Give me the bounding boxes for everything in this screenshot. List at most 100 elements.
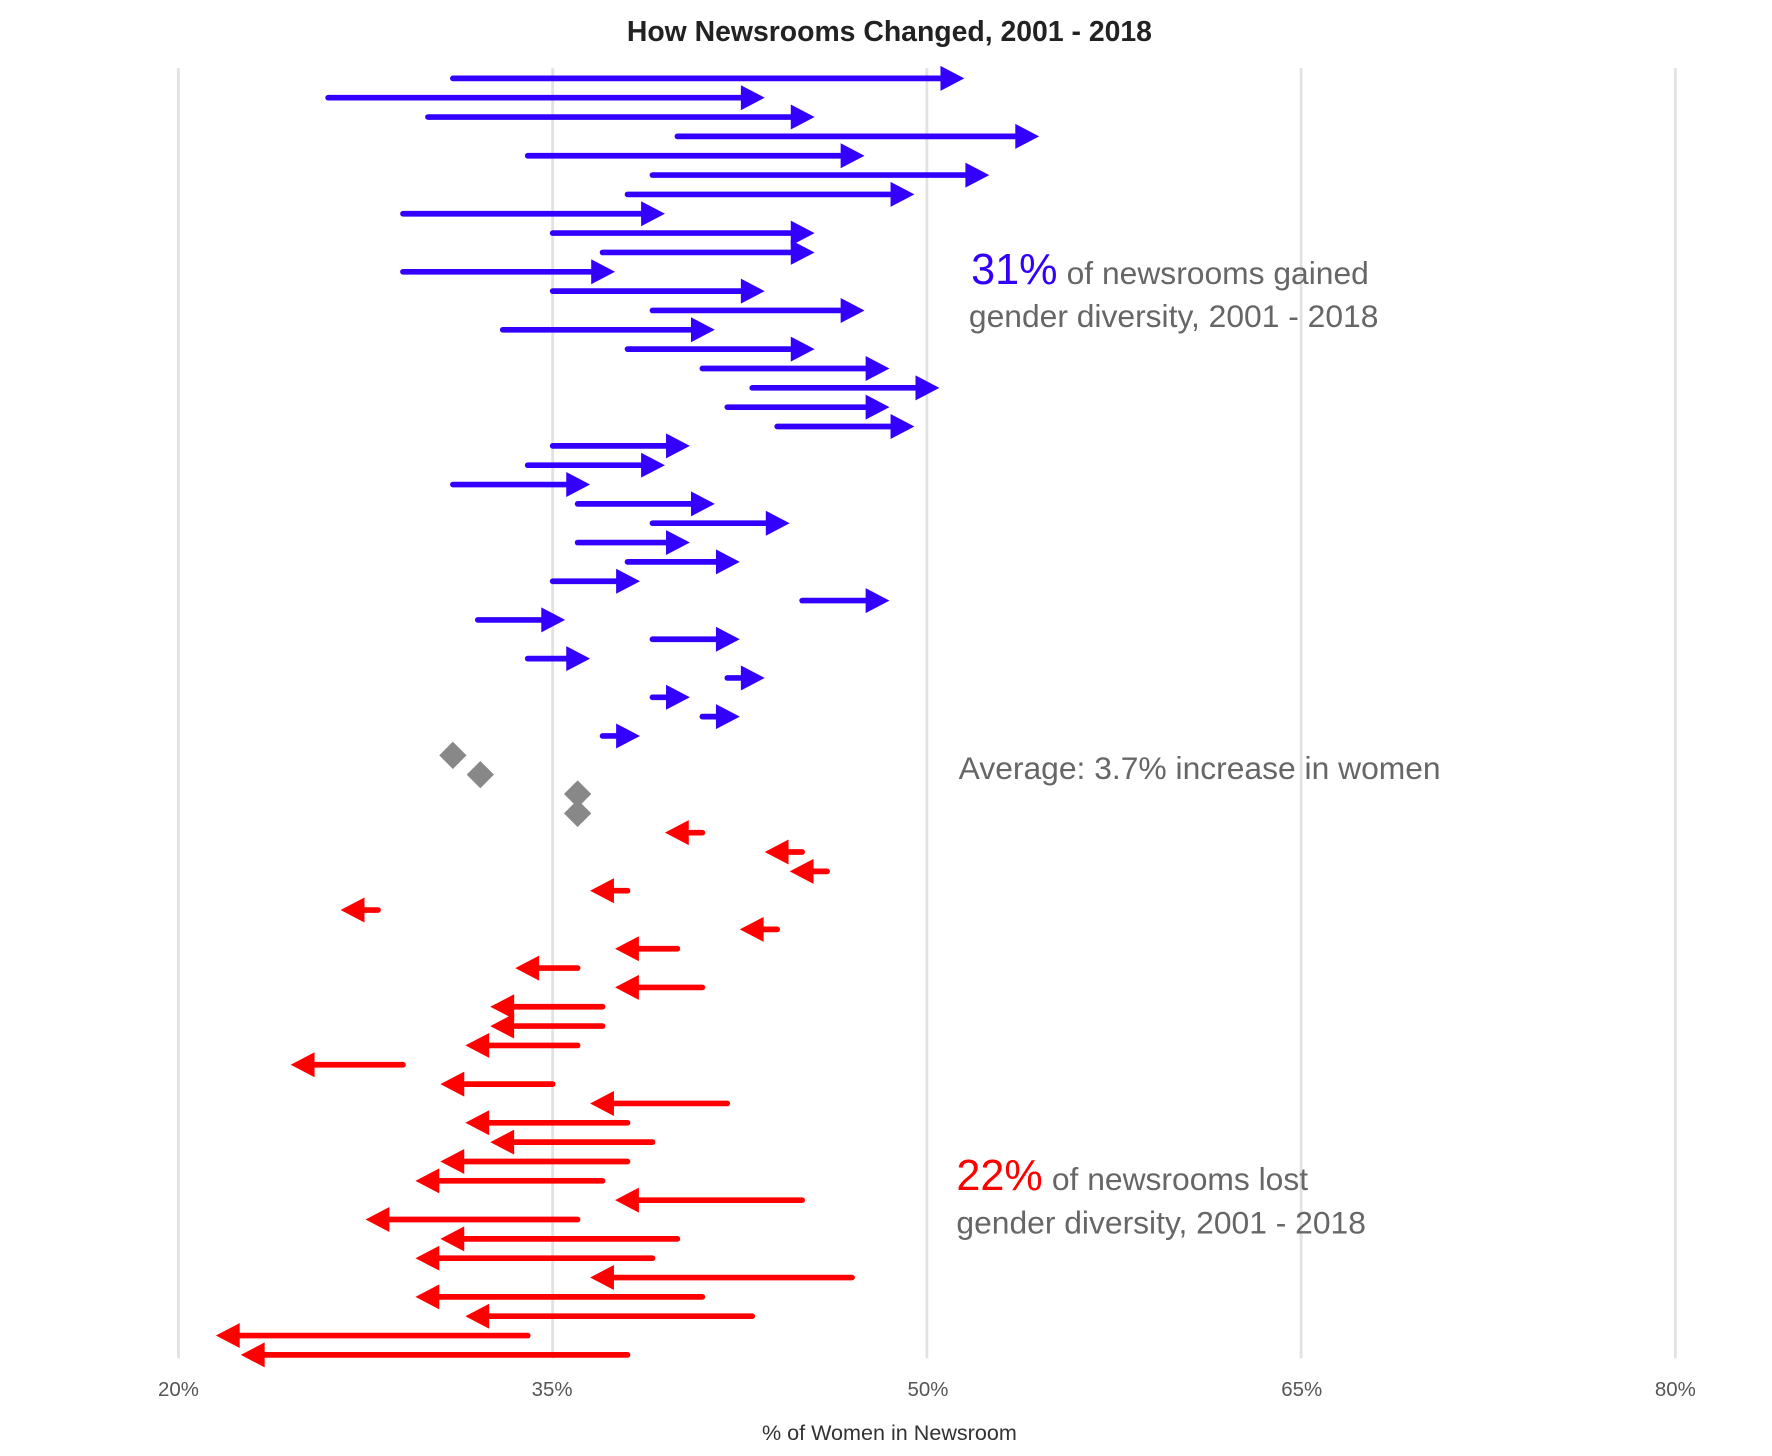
arrow-head [790, 104, 815, 130]
x-tick-label: 80% [1655, 1378, 1696, 1401]
arrow-head [490, 1129, 515, 1155]
x-tick-label: 50% [908, 1378, 949, 1401]
lost-arrow [615, 936, 681, 962]
gained-arrow [524, 646, 591, 672]
gained-arrow [649, 162, 990, 188]
arrow-head [615, 974, 639, 1000]
gained-arrow [474, 607, 566, 633]
gained-text2: gender diversity, 2001 - 2018 [969, 298, 1379, 334]
lost-arrow [590, 1090, 731, 1116]
gained-arrow [400, 201, 665, 227]
gained-arrow [774, 414, 915, 440]
lost-arrow [590, 1265, 855, 1291]
arrow-head [415, 1284, 440, 1310]
arrow-head [616, 568, 640, 594]
lost-arrow [440, 1148, 631, 1174]
gained-arrow [649, 626, 740, 652]
arrow-head [566, 472, 591, 498]
gained-arrow [450, 65, 965, 91]
arrow-head [739, 916, 764, 942]
unchanged-diamond [466, 761, 494, 789]
gained-arrow [674, 123, 1040, 149]
arrow-head [641, 452, 665, 478]
lost-arrow [240, 1342, 631, 1368]
arrows [215, 65, 1040, 1368]
gained-arrow [699, 704, 740, 730]
lost-text1: of newsrooms lost [1052, 1161, 1308, 1197]
gained-arrow [450, 472, 591, 498]
gained-annotation-line1: 31% of newsrooms gained [971, 246, 1369, 294]
x-tick-label: 20% [158, 1378, 199, 1401]
arrow-head [890, 181, 915, 207]
lost-arrow [440, 1071, 556, 1097]
lost-arrow [340, 897, 381, 923]
arrow-head [740, 85, 765, 111]
lost-arrow [415, 1245, 656, 1271]
lost-arrow [465, 1303, 756, 1329]
gained-arrow [624, 549, 740, 575]
arrow-head [765, 510, 790, 536]
lost-arrow [440, 1226, 681, 1252]
gained-arrow [574, 491, 715, 517]
lost-arrow [590, 878, 631, 904]
lost-arrow [465, 1032, 581, 1058]
lost-pct: 22% [956, 1152, 1042, 1200]
arrow-head [1015, 123, 1040, 149]
gained-arrow [699, 355, 890, 381]
x-axis-label: % of Women in Newsroom [762, 1420, 1017, 1445]
gridlines [177, 68, 1677, 1359]
arrow-head [365, 1207, 390, 1233]
arrow-head [690, 491, 715, 517]
arrow-head [590, 1090, 614, 1116]
gained-arrow [799, 588, 890, 614]
arrow-head [715, 704, 740, 730]
lost-arrow [515, 955, 581, 981]
arrow-head [590, 878, 614, 904]
unchanged-diamond [563, 799, 592, 827]
lost-text2: gender diversity, 2001 - 2018 [956, 1204, 1365, 1240]
arrow-head [515, 955, 540, 981]
arrow-head [789, 858, 814, 884]
arrow-head [715, 626, 740, 652]
arrow-head [240, 1342, 265, 1368]
gained-arrow [425, 104, 815, 130]
gained-arrow [624, 336, 815, 362]
arrow-head [790, 220, 815, 246]
gained-arrow [524, 143, 865, 169]
x-tick-label: 35% [532, 1378, 573, 1401]
gained-annotation: 31% of newsrooms gained gender diversity,… [969, 246, 1379, 334]
arrow-head [616, 723, 640, 749]
arrow-head [840, 143, 865, 169]
arrow-head [740, 665, 765, 691]
arrow-head [715, 549, 740, 575]
lost-arrow [490, 1129, 656, 1155]
arrow-head [666, 530, 690, 556]
arrow-head [641, 201, 665, 227]
gained-arrow [549, 220, 815, 246]
gained-arrow [724, 394, 890, 420]
gained-arrow [749, 375, 940, 401]
lost-arrow [739, 916, 781, 942]
lost-arrow [490, 1013, 606, 1039]
arrow-head [890, 414, 915, 440]
gained-arrow [549, 433, 690, 459]
lost-arrow [615, 1187, 805, 1213]
arrow-head [865, 355, 890, 381]
arrow-head [566, 646, 591, 672]
arrow-head [290, 1052, 315, 1078]
gained-arrow [549, 278, 765, 304]
gained-text1: of newsrooms gained [1067, 255, 1369, 291]
lost-arrow [415, 1168, 606, 1194]
lost-arrow [664, 820, 706, 846]
arrow-head [865, 588, 890, 614]
gained-arrow [649, 510, 790, 536]
gained-arrow [624, 181, 915, 207]
arrow-head [664, 820, 689, 846]
arrow-head [490, 994, 515, 1020]
gained-arrow [325, 85, 765, 111]
unchanged-diamond [439, 741, 467, 769]
gained-arrow [599, 239, 815, 265]
arrow-head [490, 1013, 515, 1039]
lost-annotation: 22% of newsrooms lost gender diversity, 2… [956, 1152, 1365, 1240]
